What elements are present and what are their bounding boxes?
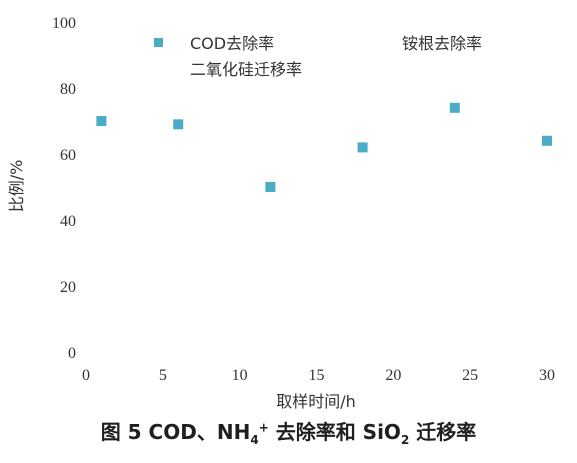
caption-sup-1: + (258, 420, 269, 435)
data-point (173, 119, 184, 130)
y-tick-label: 20 (60, 279, 76, 296)
data-point (449, 102, 460, 113)
legend-label-ammonium: 铵根去除率 (402, 34, 482, 53)
x-axis-ticks: 0 5 10 15 20 25 30 (82, 367, 555, 384)
caption-part-1: 图 5 COD、NH (100, 420, 251, 444)
y-tick-label: 40 (60, 213, 76, 230)
legend-label-silica: 二氧化硅迁移率 (190, 60, 302, 79)
caption-part-3: 迁移率 (409, 420, 477, 444)
legend-marker-cod (154, 38, 163, 47)
data-point (357, 142, 368, 153)
x-tick-label: 5 (159, 367, 167, 384)
y-tick-label: 0 (68, 345, 76, 362)
legend: COD去除率 铵根去除率 二氧化硅迁移率 (154, 34, 482, 79)
data-point (542, 135, 552, 146)
figure-caption: 图 5 COD、NH4+ 去除率和 SiO2 迁移率 (0, 416, 577, 447)
caption-part-2: 去除率和 SiO (268, 420, 401, 444)
y-axis-ticks: 0 20 40 60 80 100 (52, 15, 76, 362)
x-tick-label: 15 (309, 367, 325, 384)
data-points (96, 102, 552, 192)
caption-sub-2: 2 (400, 433, 410, 447)
y-axis-title: 比例/% (7, 160, 26, 213)
y-tick-label: 80 (60, 81, 76, 98)
y-tick-label: 60 (60, 147, 76, 164)
x-tick-label: 0 (82, 367, 90, 384)
x-tick-label: 10 (232, 367, 248, 384)
y-tick-label: 100 (52, 15, 76, 32)
data-point (265, 182, 276, 192)
legend-label-cod: COD去除率 (190, 34, 274, 53)
data-point (96, 116, 107, 126)
x-tick-label: 20 (385, 367, 401, 384)
x-tick-label: 30 (539, 367, 555, 384)
x-axis-title: 取样时间/h (276, 392, 356, 411)
x-tick-label: 25 (462, 367, 478, 384)
caption-sub-1: 4 (250, 433, 259, 447)
